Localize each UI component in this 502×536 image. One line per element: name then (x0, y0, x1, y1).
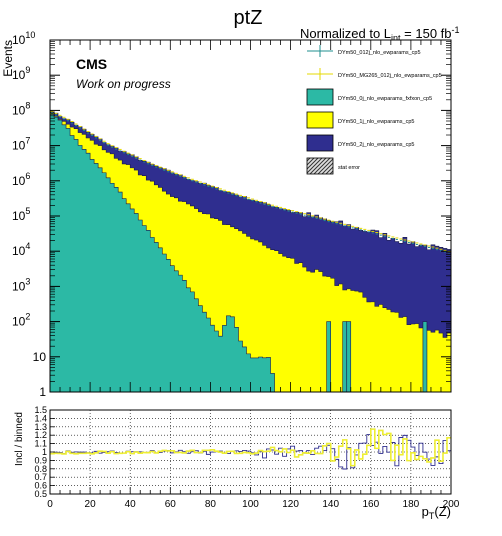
ratio-x-axis: 0 20 40 60 80 100 120 140 160 180 200 (47, 487, 460, 510)
x-label-p: p (422, 504, 429, 519)
legend-swatch (306, 88, 334, 106)
lumi-subscript: int (391, 33, 401, 43)
y-tick-label: 102 (12, 312, 30, 329)
lumi-label: Normalized to Lint = 150 fb-1 (300, 25, 460, 43)
ratio-y-tick-label: 0.5 (34, 489, 47, 499)
y-tick-label: 107 (12, 136, 30, 153)
ratio-y-tick-label: 1 (42, 447, 47, 457)
y-tick-label: 105 (12, 206, 30, 223)
ratio-y-tick-label: 0.6 (34, 481, 47, 491)
ratio-x-tick-label: 60 (165, 499, 177, 510)
ratio-y-tick-label: 1.4 (34, 413, 47, 423)
ratio-y-tick-label: 1.5 (34, 405, 47, 415)
legend-entry: DYm50_0j_nlo_ewparams_fxfxon_cp5 (306, 88, 432, 106)
legend-swatch (306, 111, 334, 129)
svg-text:pT(Z): pT(Z) (422, 504, 451, 521)
cms-sublabel: Work on progress (76, 77, 171, 91)
hist-0j-spike (342, 321, 348, 393)
ratio-x-tick-label: 20 (85, 499, 97, 510)
overlay-markers (50, 110, 451, 254)
x-label-sub: T (429, 511, 435, 521)
y-tick-label: 104 (12, 241, 30, 258)
y-tick-label: 106 (12, 171, 30, 188)
y-tick-label: 109 (12, 65, 30, 82)
legend-entry: DYm50_1j_nlo_ewparams_cp5 (306, 111, 414, 129)
ratio-x-axis-label: pT(Z) (422, 504, 451, 521)
ratio-series (50, 428, 451, 470)
ratio-y-tick-label: 0.9 (34, 455, 47, 465)
main-plot-panel: 1 10 102 103 104 105 106 107 108 109 1010 (12, 30, 452, 399)
legend-entry: DYm50_012j_nlo_ewparams_cp5 (307, 45, 421, 57)
ratio-y-tick-label: 0.7 (34, 472, 47, 482)
legend-entry: stat error (306, 157, 360, 175)
lumi-text: Normalized to L (300, 26, 391, 41)
hist-0j-spike (326, 321, 332, 393)
legend: DYm50_012j_nlo_ewparams_cp5 DYm50_MG265_0… (306, 45, 442, 175)
ratio-plot-panel: 0.50.60.70.80.911.11.21.31.41.5 0 20 40 60 8… (34, 405, 459, 510)
legend-label: DYm50_0j_nlo_ewparams_fxfxon_cp5 (338, 96, 432, 102)
legend-swatch (306, 157, 334, 175)
ratio-x-tick-label: 160 (362, 499, 379, 510)
ratio-series-mg265 (50, 428, 451, 467)
ratio-y-axis: 0.50.60.70.80.911.11.21.31.41.5 (34, 405, 55, 499)
ratio-y-axis-label: Incl / binned (14, 412, 25, 466)
hist-0j-spike (422, 321, 428, 393)
ratio-x-tick-label: 100 (242, 499, 259, 510)
cms-label: CMS (76, 56, 107, 72)
ratio-y-tick-label: 1.1 (34, 439, 47, 449)
ratio-y-tick-label: 1.2 (34, 430, 47, 440)
legend-label: DYm50_MG265_012j_nlo_ewparams_cp5 (338, 73, 442, 79)
y-tick-label: 108 (12, 100, 30, 117)
lumi-value: = 150 fb (401, 26, 452, 41)
ratio-y-tick-label: 1.3 (34, 422, 47, 432)
legend-swatch (306, 134, 334, 152)
ratio-x-tick-label: 180 (403, 499, 420, 510)
hist-0j-spike (346, 321, 352, 393)
lumi-superscript: -1 (452, 25, 460, 35)
main-y-axis-label: Events (1, 40, 15, 77)
ratio-x-tick-label: 80 (205, 499, 217, 510)
legend-entry: DYm50_MG265_012j_nlo_ewparams_cp5 (307, 68, 442, 80)
svg-text:Normalized to Lint = 150 fb-1: Normalized to Lint = 150 fb-1 (300, 25, 460, 43)
main-y-axis: 1 10 102 103 104 105 106 107 108 109 1010 (12, 30, 451, 399)
y-tick-label: 10 (33, 350, 47, 364)
legend-label: stat error (338, 165, 360, 171)
legend-label: DYm50_2j_nlo_ewparams_cp5 (338, 142, 414, 148)
ratio-y-tick-label: 0.8 (34, 464, 47, 474)
ratio-x-tick-label: 0 (47, 499, 53, 510)
y-tick-label: 1010 (12, 30, 35, 47)
ratio-x-tick-label: 200 (443, 499, 460, 510)
ratio-x-tick-label: 40 (125, 499, 137, 510)
y-tick-label: 1 (39, 385, 46, 399)
legend-label: DYm50_1j_nlo_ewparams_cp5 (338, 119, 414, 125)
legend-label: DYm50_012j_nlo_ewparams_cp5 (338, 50, 421, 56)
legend-entry: DYm50_2j_nlo_ewparams_cp5 (306, 134, 414, 152)
y-tick-label: 103 (12, 276, 30, 293)
main-x-axis-ticks (49, 40, 452, 392)
ratio-x-tick-label: 120 (282, 499, 299, 510)
chart-title: ptZ (234, 7, 263, 29)
x-label-suffix: (Z) (434, 504, 451, 519)
stacked-histograms (49, 112, 452, 393)
ratio-x-tick-label: 140 (322, 499, 339, 510)
